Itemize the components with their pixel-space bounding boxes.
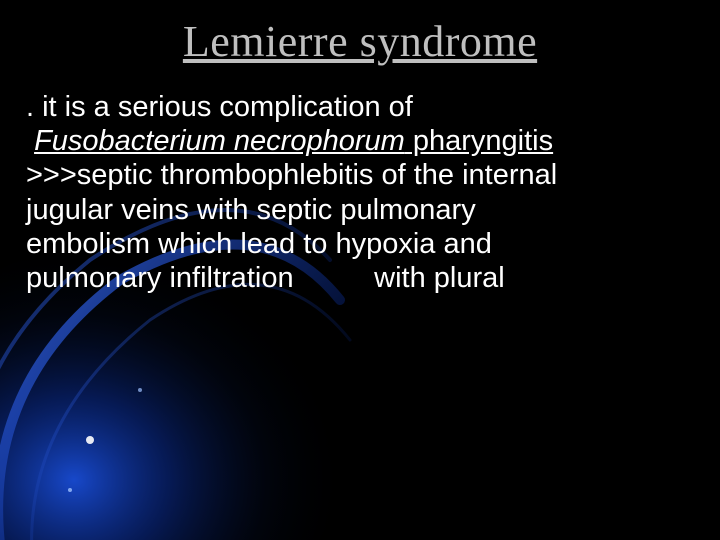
- slide-title: Lemierre syndrome: [0, 16, 720, 67]
- body-line-1: . it is a serious complication of: [26, 90, 694, 124]
- body-line-4: jugular veins with septic pulmonary: [26, 193, 694, 227]
- condition-name: pharyngitis: [405, 125, 553, 157]
- body-line-5: embolism which lead to hypoxia and: [26, 227, 694, 261]
- body-line-6: pulmonary infiltration with plural: [26, 261, 694, 295]
- body-line-3: >>>septic thrombophlebitis of the intern…: [26, 158, 694, 192]
- slide-body: . it is a serious complication of Fusoba…: [26, 90, 694, 295]
- body-line-2: Fusobacterium necrophorum pharyngitis: [26, 124, 694, 158]
- organism-name: Fusobacterium necrophorum: [34, 125, 405, 157]
- slide: Lemierre syndrome . it is a serious comp…: [0, 0, 720, 540]
